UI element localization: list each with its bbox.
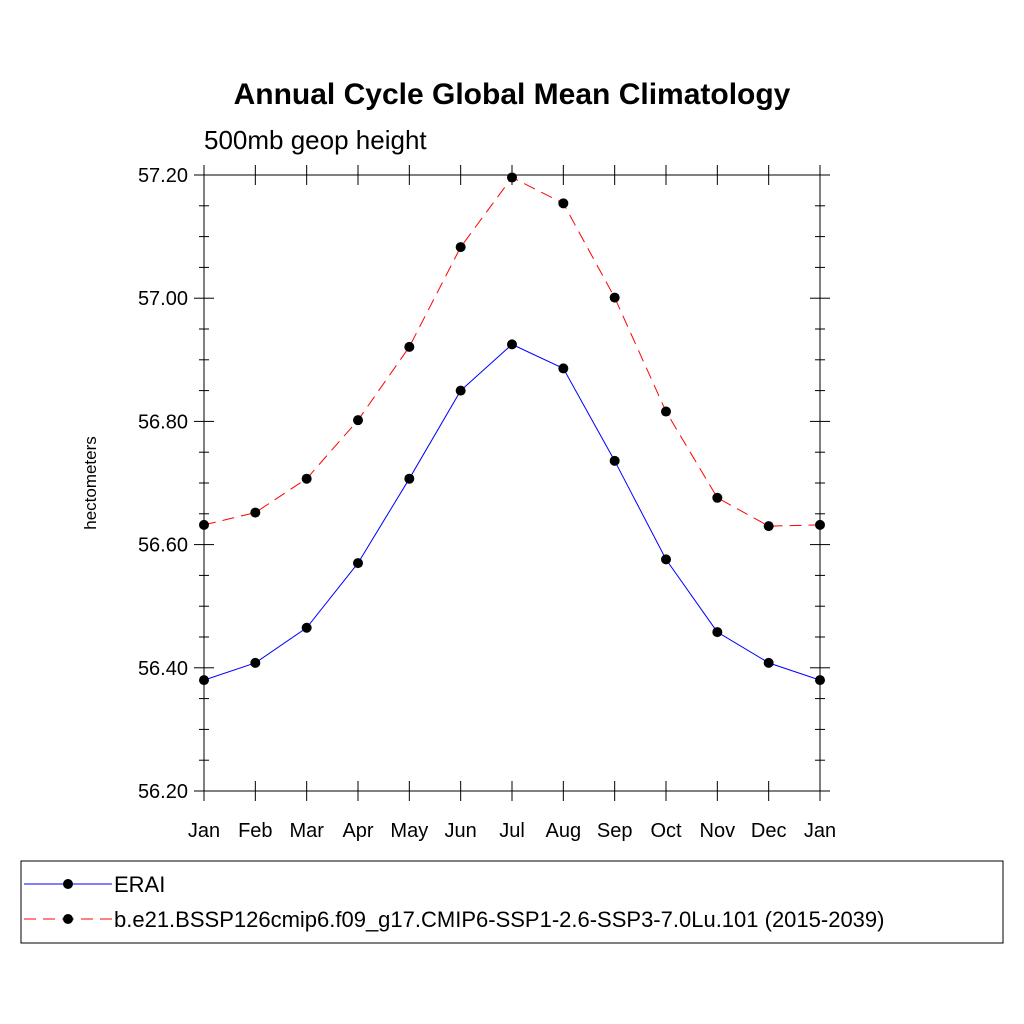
y-tick-label: 57.00	[138, 288, 188, 310]
y-tick-label: 56.80	[138, 411, 188, 433]
major-ticks	[194, 165, 830, 801]
x-tick-label: Mar	[289, 820, 324, 842]
chart-subtitle: 500mb geop height	[204, 125, 427, 155]
x-tick-labels: Jan Feb Mar Apr May Jun Jul Aug Sep Oct Nov Dec Jan	[188, 820, 836, 842]
y-tick-label: 57.20	[138, 165, 188, 187]
series-1-point	[455, 242, 466, 253]
series-0-point	[763, 657, 774, 668]
series-1-point	[404, 341, 415, 352]
chart-title: Annual Cycle Global Mean Climatology	[234, 78, 791, 111]
series-1-point	[250, 507, 261, 518]
series-0-point	[712, 627, 723, 638]
x-tick-label: Oct	[650, 820, 682, 842]
series-1-point	[353, 415, 363, 426]
y-tick-label: 56.60	[138, 535, 188, 557]
legend-marker-erai	[63, 879, 73, 889]
x-tick-label: Apr	[342, 820, 373, 842]
x-tick-label: Dec	[751, 820, 787, 842]
x-tick-label: Jan	[188, 820, 220, 842]
series-line-1	[203, 176, 821, 527]
series-0-point	[404, 473, 415, 484]
x-tick-label: May	[390, 820, 428, 842]
x-tick-label: Aug	[546, 820, 582, 842]
x-tick-label: Jun	[445, 820, 477, 842]
series-1-point	[661, 406, 671, 417]
series-0-point	[609, 455, 620, 466]
series-1-point	[558, 198, 569, 209]
series-1-point	[301, 473, 312, 484]
x-tick-label: Sep	[597, 820, 633, 842]
x-tick-label: Jul	[499, 820, 525, 842]
legend-marker-cmip6	[63, 914, 73, 924]
legend-label-cmip6: b.e21.BSSP126cmip6.f09_g17.CMIP6-SSP1-2.…	[114, 907, 884, 932]
series-lines	[203, 176, 821, 681]
series-1-point	[507, 172, 517, 183]
series-0-point	[507, 339, 517, 350]
x-tick-label: Jan	[804, 820, 836, 842]
series-1-point	[763, 521, 774, 532]
y-tick-labels: 56.20 56.40 56.60 56.80 57.00 57.20	[138, 165, 188, 803]
series-0-point	[353, 558, 363, 569]
legend-box	[20, 860, 1004, 944]
series-1-point	[712, 492, 723, 503]
y-tick-label: 56.20	[138, 781, 188, 803]
x-tick-label: Nov	[700, 820, 736, 842]
series-markers	[199, 172, 825, 686]
y-tick-label: 56.40	[138, 658, 188, 680]
minor-ticks	[199, 205, 825, 761]
x-tick-label: Feb	[238, 820, 272, 842]
legend: ERAI b.e21.BSSP126cmip6.f09_g17.CMIP6-SS…	[20, 860, 1004, 944]
series-0-point	[558, 363, 569, 374]
series-1-point	[609, 292, 620, 303]
legend-label-erai: ERAI	[114, 872, 165, 897]
series-0-point	[661, 554, 671, 565]
series-line-0	[203, 343, 821, 681]
series-0-point	[455, 385, 466, 396]
y-axis-label: hectometers	[81, 436, 100, 530]
series-0-point	[301, 622, 312, 633]
series-0-point	[250, 657, 261, 668]
plot-frame	[203, 174, 821, 792]
